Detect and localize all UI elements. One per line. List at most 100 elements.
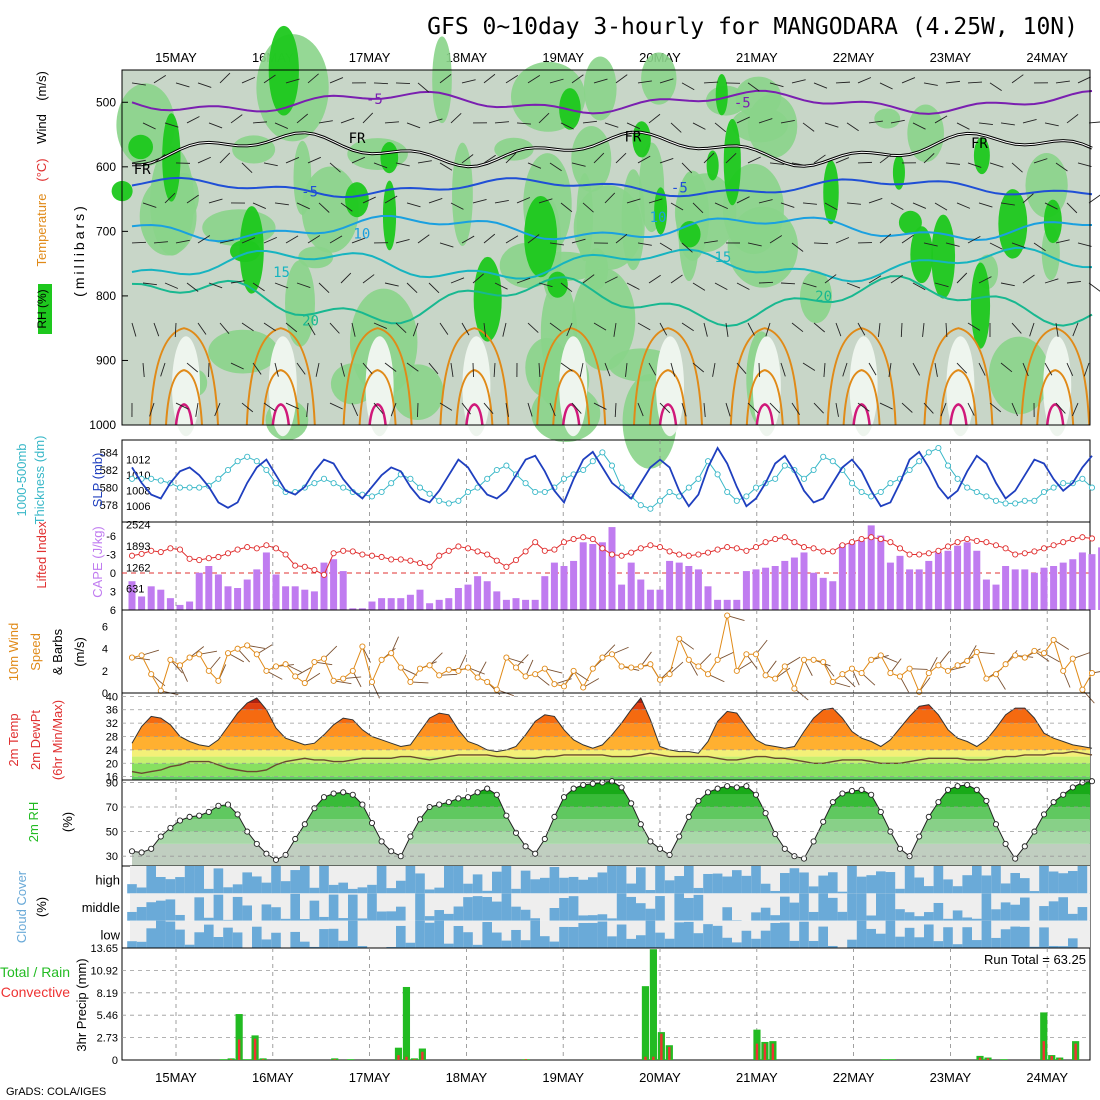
rh-region-saturated — [524, 196, 558, 278]
precip-convective-bar — [1050, 1055, 1053, 1060]
rh-line-point — [1021, 843, 1028, 850]
cloud-cover-cell — [1068, 938, 1078, 948]
pressure-tick-label: 1000 — [89, 418, 116, 432]
cloud-cover-cell — [616, 866, 627, 894]
thickness-line-point — [253, 458, 260, 465]
cloud-cover-cell — [194, 932, 204, 948]
wind-barb — [149, 402, 155, 417]
rh-line-point — [253, 840, 260, 847]
wind-barb — [1033, 242, 1046, 252]
wind-speed-line-point — [580, 684, 587, 691]
cloud-panel: high middle low Cloud Cover (%) — [14, 865, 1091, 949]
wind-speed-line-point — [906, 665, 913, 672]
contour-label: 20 — [302, 313, 319, 329]
cloud-cover-cell — [492, 932, 502, 948]
wind-speed-line-point — [282, 661, 289, 668]
temperature-axis-label: Temperature — [34, 194, 49, 267]
contour-label: -5 — [301, 184, 318, 200]
cape-bar — [560, 566, 568, 610]
wind-speed-line-point — [733, 667, 740, 674]
cloud-cover-cell — [184, 866, 195, 894]
cloud-cover-cell — [732, 920, 742, 921]
cloud-cover-cell — [847, 893, 857, 921]
wind-speed-line-point — [388, 650, 395, 657]
cloud-cover-cell — [924, 886, 934, 894]
thickness-line-point — [196, 484, 203, 491]
wind-barb — [625, 362, 628, 378]
thickness-line-point — [964, 484, 971, 491]
cape-bar — [454, 588, 462, 610]
rh-line-point — [752, 791, 760, 798]
rh-line-point — [743, 783, 750, 790]
wind-barb — [857, 77, 872, 84]
wind-barb — [648, 274, 661, 284]
wind-barb — [153, 154, 166, 164]
wind-barb — [131, 159, 146, 164]
thickness-tick-label: 584 — [100, 447, 118, 459]
wind-barb — [505, 74, 519, 84]
date-tick-label: 19MAY — [542, 1070, 584, 1085]
thickness-line-point — [215, 475, 222, 482]
rh-line-point — [800, 855, 808, 862]
wind-barb — [505, 402, 509, 417]
wind-speed-line-point — [503, 654, 510, 661]
lifted-index-line-point — [205, 555, 212, 562]
rh-line-point — [340, 789, 347, 796]
rh-region-saturated — [715, 74, 728, 116]
wind-unit-label: (m/s) — [34, 71, 49, 101]
wind-speed-line-point — [330, 677, 337, 684]
thickness-line-point — [973, 488, 980, 496]
thickness-line-point — [445, 500, 452, 507]
precip-tick-label: 8.19 — [97, 988, 118, 1000]
precip-convective-bar — [978, 1057, 982, 1060]
cloud-cover-cell — [1048, 901, 1059, 921]
cloud-cover-cell — [837, 891, 848, 894]
wind-barb — [967, 162, 982, 168]
lifted-index-line-point — [512, 557, 520, 564]
wind-barb — [274, 122, 289, 129]
lifted-index-line-point — [138, 550, 145, 557]
lifted-index-line-point — [388, 556, 395, 563]
cloud-cover-cell — [511, 888, 521, 894]
precip-total-bar — [1040, 1012, 1048, 1060]
lifted-index-line-point — [800, 544, 808, 551]
thickness-line-point — [954, 475, 961, 482]
wind-barb — [428, 118, 443, 124]
cloud-cover-cell — [760, 907, 771, 921]
wind-speed-line-point — [1021, 654, 1028, 661]
wind-speed-line-point — [781, 663, 788, 670]
lifted-index-line-point — [1069, 536, 1076, 543]
wind-barb — [890, 119, 905, 124]
wind-speed-line-point — [839, 671, 846, 678]
cloud-cover-cell — [597, 921, 608, 948]
wind-speed-line-point — [618, 663, 625, 670]
cloud-cover-cell — [847, 939, 857, 948]
contour-label: FR — [624, 129, 641, 145]
wind-barb — [450, 277, 465, 284]
thickness-line-point — [695, 475, 702, 482]
wind-barb — [967, 322, 981, 331]
cape-bar — [416, 589, 424, 610]
cloud-cover-cell — [712, 925, 723, 948]
wind-barb — [1066, 202, 1078, 214]
wind-barb — [758, 199, 773, 204]
cloud-cover-cell — [348, 888, 358, 894]
cloud-cover-cell — [588, 877, 598, 894]
wind-speed-line-point — [628, 664, 635, 671]
lifted-index-tick-label: -6 — [106, 531, 116, 543]
wind-barb — [736, 362, 747, 375]
rh-line-point — [992, 821, 1000, 828]
cloud-cover-cell — [184, 944, 195, 948]
wind-barb — [362, 274, 375, 284]
isotherm-25 — [536, 327, 607, 426]
cape-bar — [1059, 562, 1067, 610]
rh-line-point — [772, 831, 779, 838]
contour-label: -5 — [366, 92, 383, 108]
wind-barb — [714, 202, 728, 210]
cloud-cover-cell — [213, 868, 224, 894]
wind-speed-line-point — [1079, 686, 1086, 693]
cloud-cover-cell — [607, 866, 617, 894]
wind-barb — [989, 82, 1002, 92]
